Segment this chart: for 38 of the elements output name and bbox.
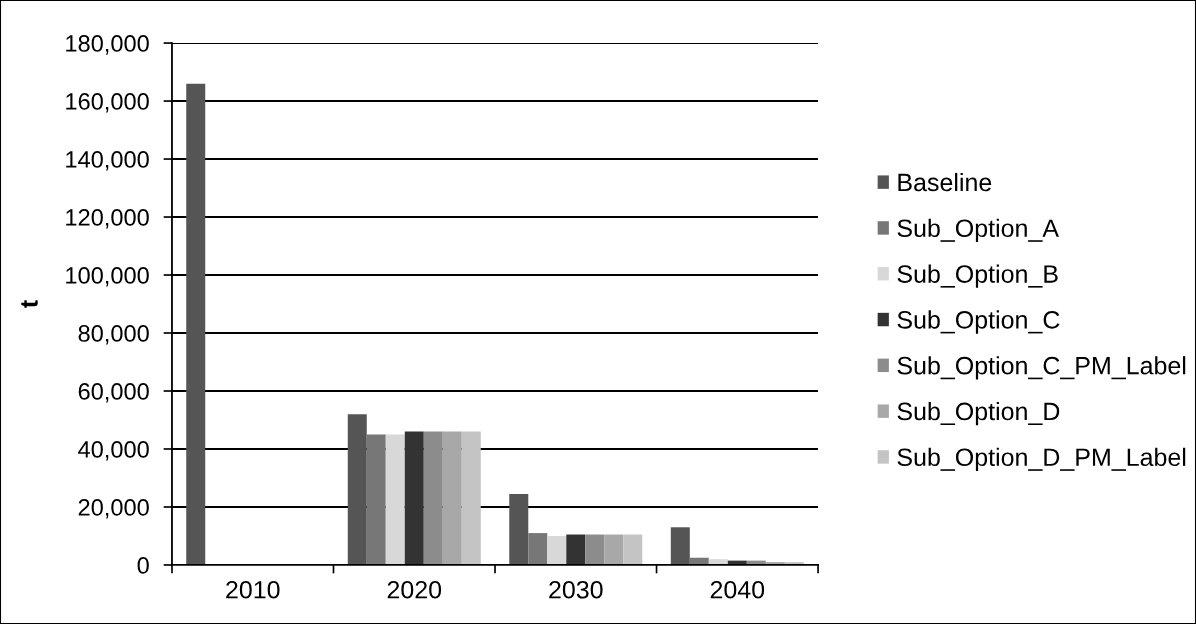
x-tick-label: 2040 — [710, 580, 765, 599]
bar — [186, 83, 206, 565]
y-tick-label: 100,000 — [66, 267, 149, 287]
legend-label: Sub_Option_A — [897, 218, 1059, 243]
bar — [566, 534, 586, 565]
bar — [585, 534, 605, 565]
x-tick-label: 2010 — [226, 580, 280, 599]
bar — [509, 493, 529, 565]
x-tick-label: 2030 — [549, 580, 603, 599]
bar — [547, 535, 567, 565]
y-tick-label: 140,000 — [66, 151, 149, 171]
bar — [604, 534, 624, 565]
bar — [347, 414, 367, 565]
bar — [404, 431, 424, 565]
bar — [528, 533, 548, 565]
y-tick-label: 0 — [137, 557, 149, 574]
y-tick-label: 160,000 — [66, 93, 149, 113]
y-tick-label: 180,000 — [66, 35, 149, 55]
y-axis-title: t — [21, 300, 38, 308]
y-tick-label: 40,000 — [78, 441, 149, 461]
y-tick-label: 80,000 — [78, 325, 149, 345]
bar — [623, 534, 643, 565]
legend-label: Sub_Option_D_PM_Label — [897, 447, 1186, 472]
bar — [461, 431, 481, 565]
y-tick-label: 60,000 — [78, 383, 149, 403]
y-tick-label: 20,000 — [78, 499, 149, 519]
legend-label: Baseline — [898, 172, 992, 192]
bar — [385, 434, 405, 565]
bar — [366, 434, 386, 565]
bar — [442, 431, 462, 565]
bar — [423, 431, 443, 565]
y-tick-label: 120,000 — [66, 209, 149, 229]
legend-label: Sub_Option_B — [897, 264, 1058, 288]
bar — [670, 527, 690, 565]
legend-label: Sub_Option_C — [897, 310, 1060, 334]
x-tick-label: 2020 — [387, 580, 442, 599]
legend-label: Sub_Option_C_PM_Label — [897, 356, 1186, 380]
legend-label: Sub_Option_D — [897, 401, 1060, 426]
